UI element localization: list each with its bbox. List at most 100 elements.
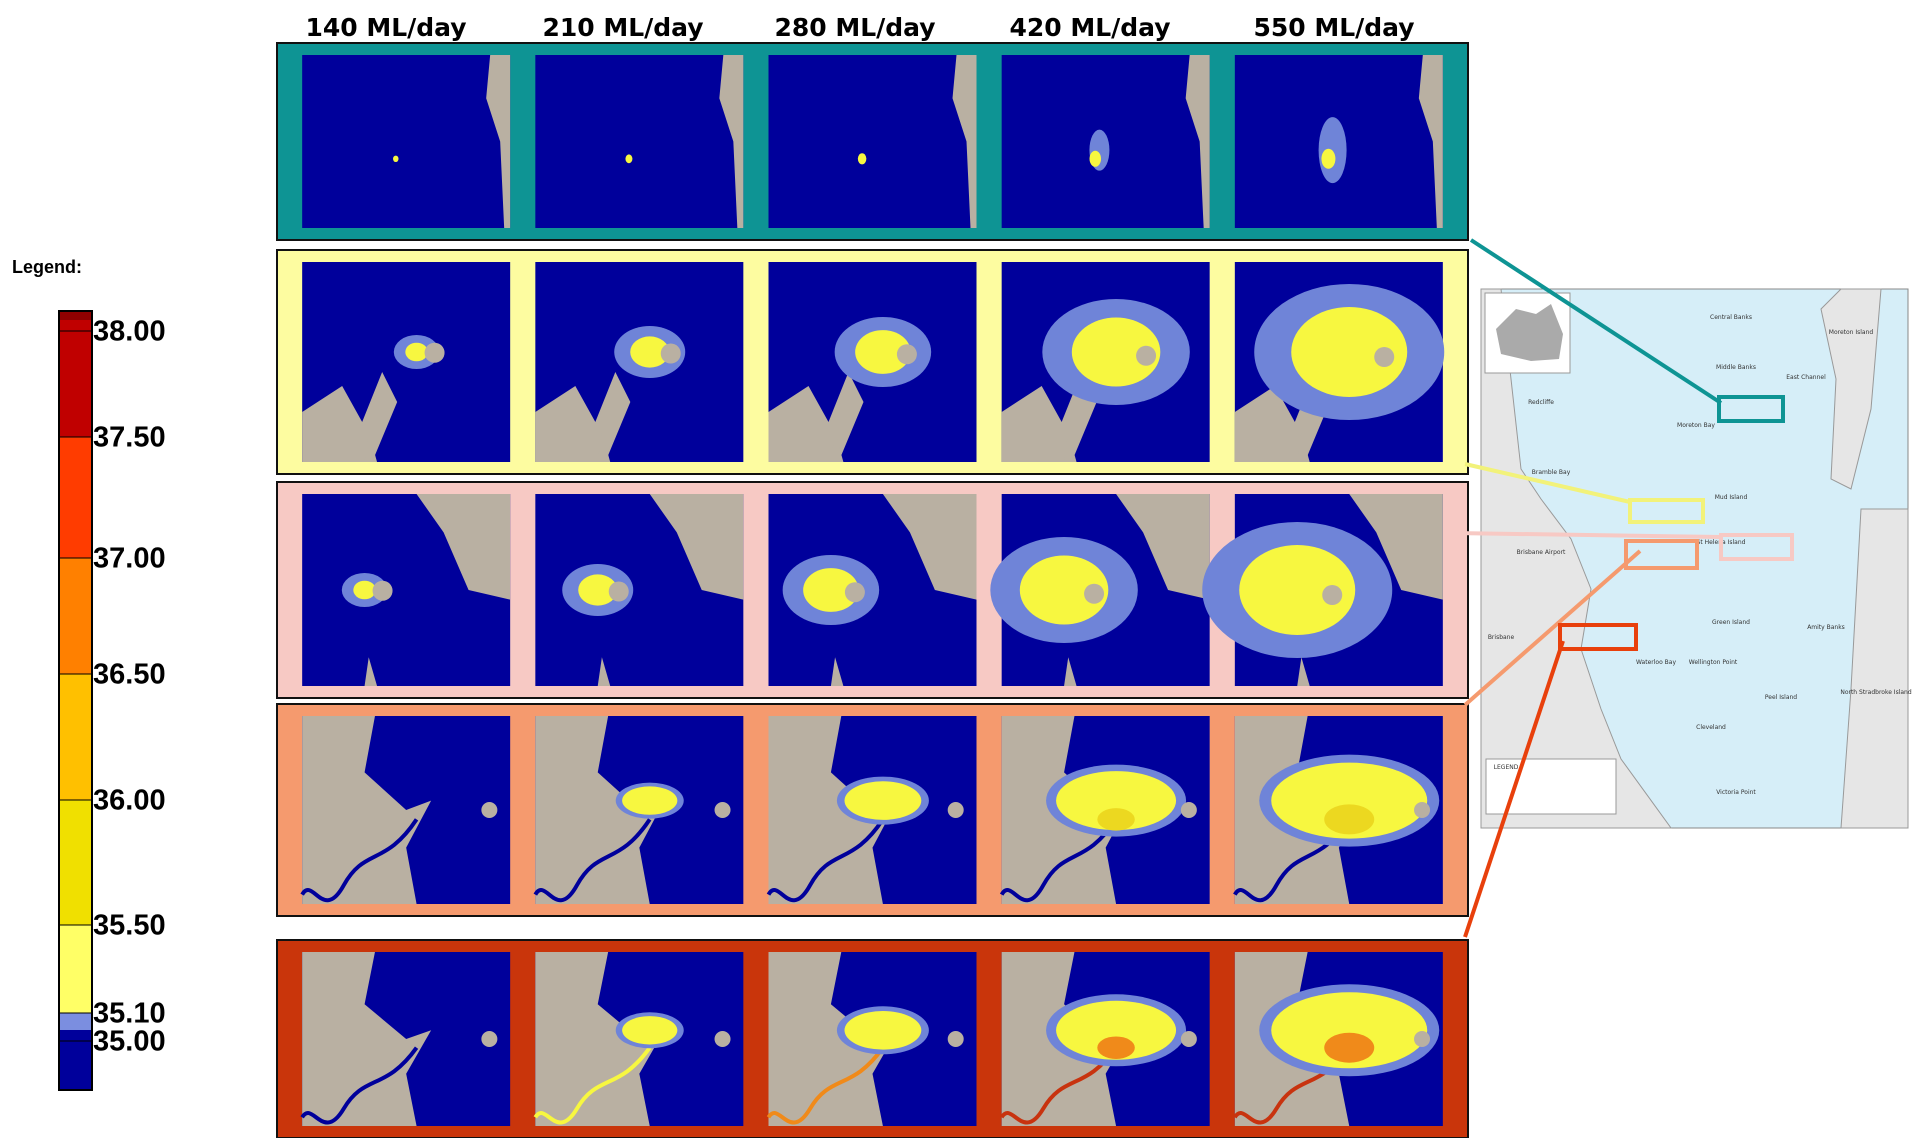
map-panel <box>535 952 743 1126</box>
map-panel <box>302 262 510 462</box>
column-header: 140 ML/day <box>305 13 466 42</box>
water <box>769 55 977 228</box>
island <box>715 802 731 818</box>
column-header: 420 ML/day <box>1009 13 1170 42</box>
column-header: 550 ML/day <box>1253 13 1414 42</box>
map-panel <box>1002 952 1210 1126</box>
map-panel <box>302 716 510 904</box>
map-label: Mud Island <box>1715 494 1748 501</box>
map-label: Moreton Island <box>1829 329 1874 336</box>
island <box>1414 1031 1430 1047</box>
island <box>1084 584 1104 604</box>
legend-label: 35.00 <box>93 1026 166 1058</box>
map-panel <box>535 55 743 228</box>
colorbar-band <box>59 558 92 674</box>
island <box>481 1031 497 1047</box>
legend-label: 36.50 <box>93 659 166 691</box>
plume-core <box>858 153 867 164</box>
plume-outer <box>1319 117 1347 183</box>
map-label: Waterloo Bay <box>1636 659 1676 666</box>
island <box>1322 585 1342 605</box>
legend-label: 36.00 <box>93 785 166 817</box>
map-panel <box>769 55 977 228</box>
island <box>373 581 393 601</box>
map-label: Victoria Point <box>1716 789 1756 796</box>
map-panel <box>302 952 510 1126</box>
colorbar-cap <box>59 311 92 321</box>
map-panel <box>990 494 1209 686</box>
map-panel <box>1235 55 1443 228</box>
map-panel <box>1235 952 1443 1126</box>
island <box>948 1031 964 1047</box>
map-panel <box>302 494 510 686</box>
map-label: Wellington Point <box>1689 659 1738 666</box>
legend-title: Legend: <box>12 257 82 277</box>
plume-core <box>393 156 399 162</box>
map-panel <box>535 262 743 462</box>
plume-core <box>622 786 677 814</box>
map-label: Redcliffe <box>1528 399 1554 406</box>
plume-core <box>1090 151 1102 167</box>
map-label: Middle Banks <box>1716 364 1756 371</box>
plume-core <box>353 581 376 600</box>
map-label: Moreton Bay <box>1677 422 1715 429</box>
map-panel <box>769 716 977 904</box>
map-panel <box>1002 716 1210 904</box>
column-header: 210 ML/day <box>542 13 703 42</box>
map-panel <box>769 952 977 1126</box>
legend-label: 37.00 <box>93 543 166 575</box>
plume-inner <box>1097 1036 1135 1059</box>
island <box>1374 347 1394 367</box>
island <box>1181 802 1197 818</box>
map-label: North Stradbroke Island <box>1840 689 1912 696</box>
map-panel <box>535 716 743 904</box>
map-panel <box>769 262 977 462</box>
legend-label: 37.50 <box>93 422 166 454</box>
map-panel <box>769 494 977 686</box>
plume-core <box>622 1016 677 1044</box>
map-label: Brisbane <box>1488 634 1515 641</box>
map-label: Amity Banks <box>1807 624 1845 631</box>
map-panel <box>1202 494 1443 686</box>
water <box>535 55 743 228</box>
colorbar-band <box>59 925 92 1013</box>
colorbar-band <box>59 1013 92 1030</box>
island <box>1181 1031 1197 1047</box>
map-label: Cleveland <box>1696 724 1726 731</box>
map-panel <box>535 494 743 686</box>
island <box>948 802 964 818</box>
plume-core <box>845 1011 922 1050</box>
colorbar-band <box>59 320 92 437</box>
island <box>481 802 497 818</box>
plume-core <box>845 781 922 820</box>
colorbar-band <box>59 674 92 800</box>
map-label: Peel Island <box>1765 694 1797 701</box>
plume-inner <box>1324 804 1374 834</box>
map-panel <box>1002 55 1210 228</box>
legend-label: 38.00 <box>93 316 166 348</box>
map-panel <box>1235 262 1444 462</box>
island <box>1414 802 1430 818</box>
plume-inner <box>1324 1033 1374 1063</box>
plume-core <box>1321 149 1335 169</box>
island <box>897 344 917 364</box>
map-label: East Channel <box>1786 374 1826 381</box>
island <box>425 343 445 363</box>
map-label: Bramble Bay <box>1532 469 1571 476</box>
plume-inner <box>1097 808 1135 831</box>
map-label: Central Banks <box>1710 314 1752 321</box>
island <box>1136 346 1156 366</box>
island <box>845 582 865 602</box>
colorbar-band <box>59 437 92 558</box>
plume-core <box>625 154 632 163</box>
map-panel <box>302 55 510 228</box>
island <box>715 1031 731 1047</box>
column-header: 280 ML/day <box>774 13 935 42</box>
map-panel <box>1235 716 1443 904</box>
island <box>609 582 629 602</box>
plume-core <box>405 343 428 362</box>
figure: Legend: 140 ML/day 210 ML/day 280 ML/day 42… <box>0 0 1914 1138</box>
legend-label: 35.50 <box>93 910 166 942</box>
colorbar-band <box>59 1030 92 1090</box>
map-label: Green Island <box>1712 619 1750 626</box>
